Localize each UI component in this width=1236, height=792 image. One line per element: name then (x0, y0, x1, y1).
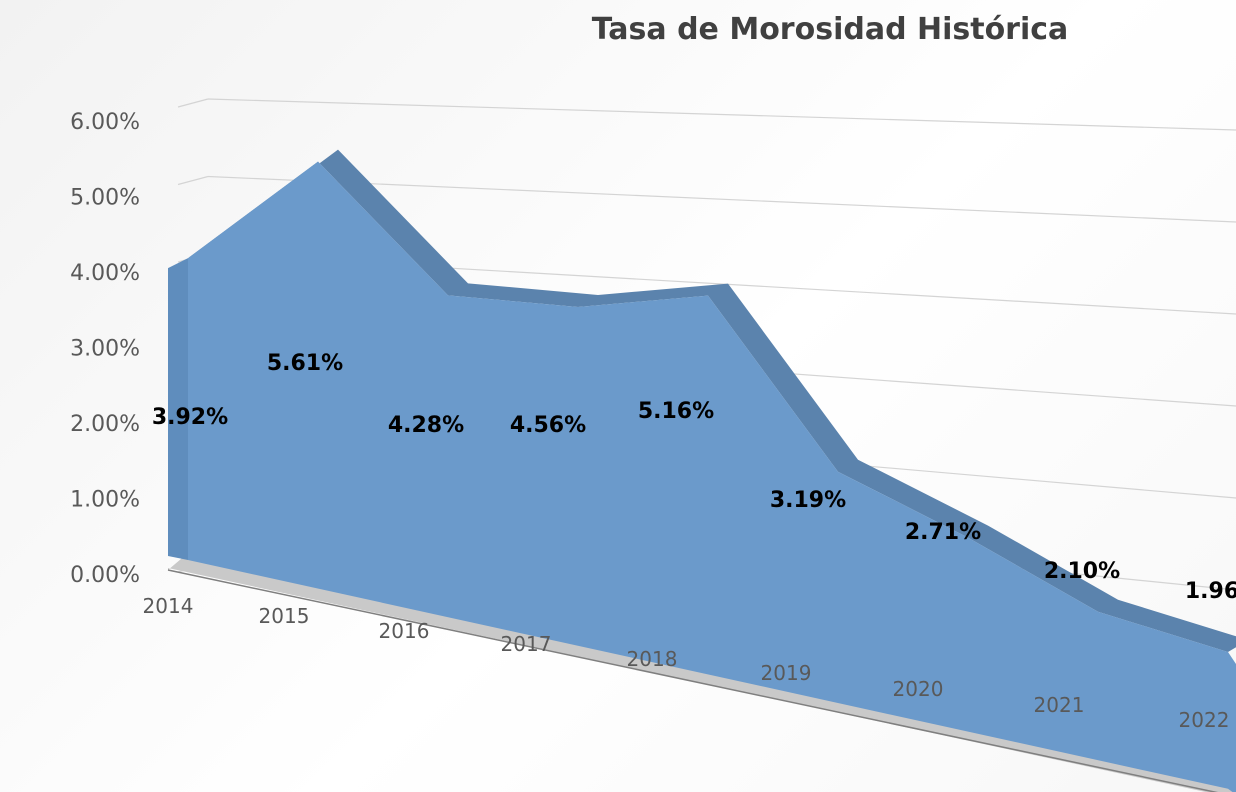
grid-depth-line (177, 98, 209, 108)
y-tick-label: 5.00% (70, 186, 140, 211)
y-tick-label: 1.00% (70, 488, 140, 513)
data-label-2019: 3.19% (770, 488, 846, 513)
x-tick-label-2021: 2021 (1034, 693, 1085, 717)
x-tick-label-2015: 2015 (259, 604, 310, 628)
y-tick-label: 2.00% (70, 412, 140, 437)
x-tick-label-2019: 2019 (761, 661, 812, 685)
x-tick-label-2016: 2016 (379, 619, 430, 643)
x-tick-label-2014: 2014 (143, 594, 194, 618)
area-front-face (188, 161, 1236, 792)
data-label-2020: 2.71% (905, 520, 981, 545)
area-top-ribbon (188, 149, 1236, 652)
y-tick-label: 3.00% (70, 337, 140, 362)
x-axis-line (167, 569, 1219, 792)
data-label-2018: 5.16% (638, 399, 714, 424)
data-label-2017: 4.56% (510, 413, 586, 438)
data-label-2022: 1.96 (1185, 579, 1236, 604)
area-left-face (168, 258, 188, 560)
grid-depth-line (177, 175, 209, 186)
gridline (207, 175, 1236, 223)
x-tick-label-2018: 2018 (627, 647, 678, 671)
x-tick-label-2020: 2020 (893, 677, 944, 701)
data-label-2021: 2.10% (1044, 559, 1120, 584)
y-tick-label: 6.00% (70, 110, 140, 135)
x-tick-label-2017: 2017 (501, 632, 552, 656)
data-label-2014: 3.92% (152, 405, 228, 430)
x-tick-label-2022: 2022 (1179, 708, 1230, 732)
y-tick-label: 0.00% (70, 563, 140, 588)
gridline (207, 98, 1236, 131)
data-label-2015: 5.61% (267, 351, 343, 376)
y-tick-label: 4.00% (70, 261, 140, 286)
data-label-2016: 4.28% (388, 413, 464, 438)
chart-title: Tasa de Morosidad Histórica (591, 12, 1069, 47)
